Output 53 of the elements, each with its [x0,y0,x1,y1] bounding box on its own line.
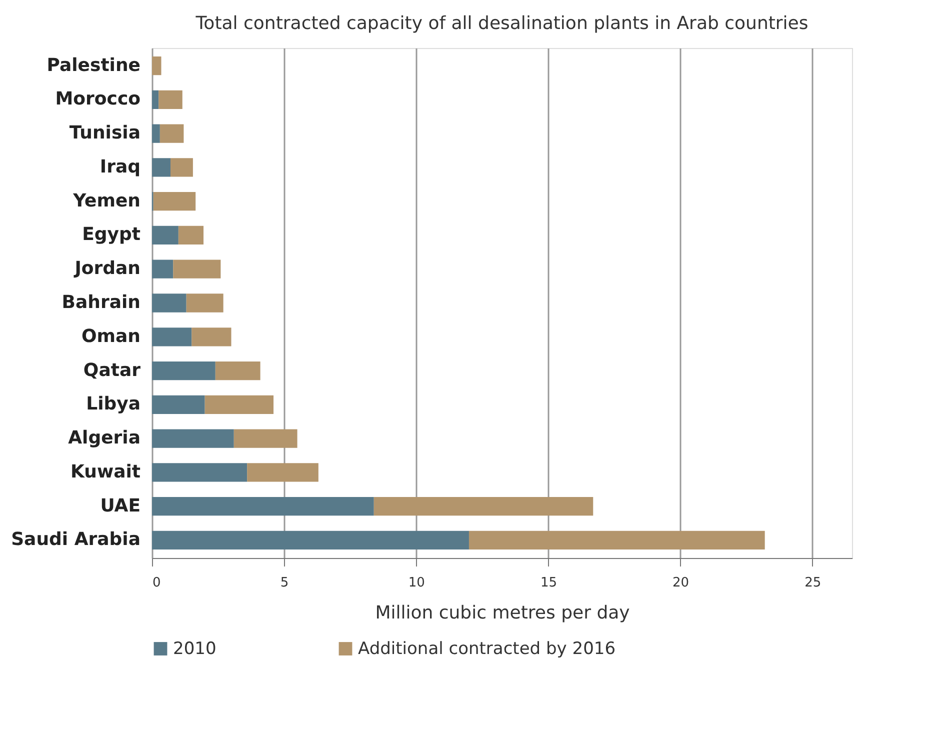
bar [247,463,318,482]
x-tick-label: 20 [672,576,690,590]
y-tick-label: Bahrain [62,292,140,313]
bar [234,429,298,448]
x-tick-label: 25 [804,576,822,590]
y-tick-label: Jordan [72,258,140,280]
x-axis-title: Million cubic metres per day [375,602,630,624]
bar [192,328,232,346]
bar [178,226,204,245]
y-tick-label: UAE [100,495,140,516]
bar [152,124,160,143]
bar [152,294,186,312]
bar [152,463,248,482]
y-tick-label: Tunisia [69,122,140,144]
bar [468,530,765,550]
bar [152,56,162,76]
bar [152,260,174,278]
y-tick-label: Libya [86,394,140,415]
bar [215,361,260,380]
y-tick-label: Iraq [100,156,140,178]
bar [374,497,594,516]
bar [152,429,234,448]
bar [152,395,205,414]
y-tick-label: Kuwait [70,461,141,482]
chart-title: Total contracted capacity of all desalination plants in Arab countries [194,13,808,34]
x-tick-label: 0 [152,576,161,590]
y-tick-label: Saudi Arabia [11,529,140,550]
legend-label: Additional contracted by 2016 [358,638,616,659]
y-tick-label: Qatar [83,360,141,381]
bar [152,530,469,550]
bar [170,158,193,177]
x-tick-label: 10 [408,576,425,590]
bar [153,192,196,211]
bar [152,497,374,516]
y-tick-label: Algeria [68,428,140,449]
bar [152,90,159,109]
bar [152,226,178,245]
bar [186,294,224,312]
legend-label: 2010 [173,638,216,659]
bar [152,328,192,346]
bar [160,124,184,143]
bar [204,395,274,414]
x-tick-label: 5 [280,576,289,590]
x-tick-label: 15 [540,576,557,590]
y-tick-label: Oman [81,326,140,347]
bar [152,158,170,177]
y-tick-label: Yemen [72,190,140,212]
bar [158,90,182,109]
bar [173,260,221,278]
y-tick-label: Morocco [55,88,140,110]
y-tick-label: Palestine [46,54,140,76]
bar [152,361,216,380]
y-tick-label: Egypt [82,224,141,246]
